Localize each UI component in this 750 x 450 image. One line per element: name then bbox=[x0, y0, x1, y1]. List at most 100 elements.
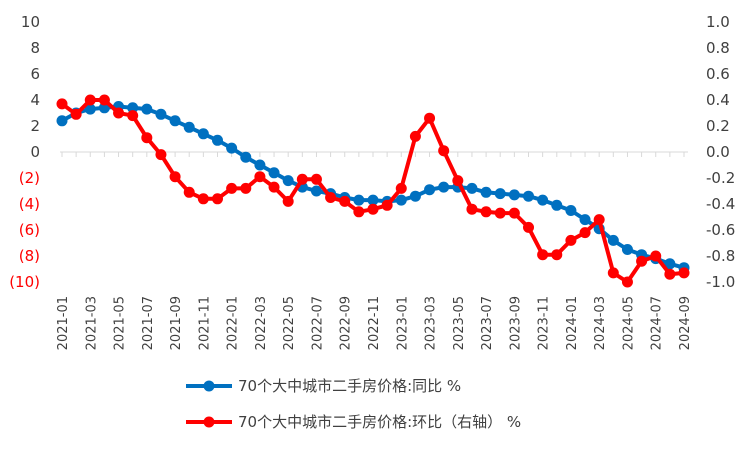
left-y-tick-label: (10) bbox=[9, 273, 40, 291]
x-tick-label: 2022-01 bbox=[226, 296, 241, 350]
series-point-yoy bbox=[310, 185, 322, 197]
left-y-axis: 10 8 6 4 2 0 (2) (4) (6) (8) (10) bbox=[9, 13, 40, 291]
series-point-yoy bbox=[183, 121, 195, 133]
series-point-yoy bbox=[141, 103, 153, 115]
series-point-yoy bbox=[169, 115, 181, 127]
series-point-yoy bbox=[197, 128, 209, 140]
right-y-tick-label: -0.8 bbox=[706, 247, 735, 265]
series-point-mom bbox=[395, 182, 407, 194]
legend: 70个大中城市二手房价格:同比 % 70个大中城市二手房价格:环比（右轴） % bbox=[186, 377, 521, 431]
series-point-yoy bbox=[212, 134, 223, 146]
series-point-mom bbox=[113, 107, 125, 119]
series-point-mom bbox=[494, 207, 506, 219]
series-layer bbox=[56, 94, 690, 288]
right-y-tick-label: -0.6 bbox=[706, 221, 735, 239]
right-y-tick-label: 0.8 bbox=[706, 39, 730, 57]
series-point-yoy bbox=[56, 115, 68, 127]
series-point-mom bbox=[381, 199, 393, 211]
x-tick-label: 2022-07 bbox=[310, 296, 325, 350]
series-point-mom bbox=[310, 173, 322, 185]
series-point-mom bbox=[254, 171, 266, 183]
x-tick-label: 2022-03 bbox=[254, 296, 269, 350]
right-y-tick-label: -1.0 bbox=[706, 273, 735, 291]
series-point-mom bbox=[480, 206, 492, 218]
x-tick-label: 2023-05 bbox=[452, 296, 467, 350]
series-point-mom bbox=[593, 214, 605, 226]
series-point-mom bbox=[155, 149, 167, 161]
series-point-mom bbox=[636, 255, 648, 267]
x-tick-label: 2021-03 bbox=[84, 296, 99, 350]
x-tick-label: 2024-05 bbox=[621, 296, 636, 350]
left-y-tick-label: 6 bbox=[30, 65, 40, 83]
series-point-yoy bbox=[409, 190, 421, 202]
series-point-mom bbox=[56, 98, 68, 110]
series-point-yoy bbox=[523, 190, 534, 202]
right-y-axis: 1.0 0.8 0.6 0.4 0.2 0.0 -0.2 -0.4 -0.6 -0.8 -1.0 bbox=[706, 13, 735, 291]
series-point-mom bbox=[212, 193, 223, 205]
x-tick-label: 2023-03 bbox=[424, 296, 439, 350]
series-point-mom bbox=[438, 145, 450, 157]
left-y-tick-label: 0 bbox=[30, 143, 40, 161]
series-point-mom bbox=[127, 110, 139, 122]
left-y-tick-label: (4) bbox=[19, 195, 40, 213]
series-point-mom bbox=[621, 276, 633, 288]
series-point-yoy bbox=[367, 194, 379, 206]
series-point-mom bbox=[169, 171, 181, 183]
right-y-tick-label: 0.4 bbox=[706, 91, 730, 109]
x-tick-label: 2024-09 bbox=[678, 296, 693, 350]
x-axis: 2021-01 2021-03 2021-05 2021-07 2021-09 2021-… bbox=[56, 152, 693, 350]
series-point-yoy bbox=[438, 181, 450, 193]
x-tick-label: 2023-07 bbox=[480, 296, 495, 350]
series-point-mom bbox=[240, 182, 252, 194]
series-point-mom bbox=[197, 193, 209, 205]
series-point-mom bbox=[565, 234, 577, 246]
left-y-tick-label: (8) bbox=[19, 247, 40, 265]
series-point-mom bbox=[551, 249, 563, 261]
x-tick-label: 2022-05 bbox=[282, 296, 297, 350]
series-point-mom bbox=[466, 203, 478, 215]
series-point-mom bbox=[452, 175, 464, 187]
series-point-mom bbox=[508, 207, 520, 219]
left-y-tick-label: (6) bbox=[19, 221, 40, 239]
right-y-tick-label: -0.2 bbox=[706, 169, 735, 187]
legend-label-mom: 70个大中城市二手房价格:环比（右轴） % bbox=[238, 413, 521, 431]
x-tick-label: 2021-01 bbox=[56, 296, 71, 350]
series-point-mom bbox=[409, 130, 421, 142]
series-point-mom bbox=[325, 192, 337, 203]
series-point-yoy bbox=[84, 103, 96, 115]
series-line-mom bbox=[60, 98, 685, 284]
series-point-yoy bbox=[226, 142, 238, 154]
series-point-mom bbox=[296, 173, 308, 185]
right-y-tick-label: 0.6 bbox=[706, 65, 730, 83]
right-y-tick-label: 0.0 bbox=[706, 143, 730, 161]
legend-entry-mom: 70个大中城市二手房价格:环比（右轴） % bbox=[186, 413, 521, 431]
series-point-yoy bbox=[621, 244, 633, 255]
series-point-yoy bbox=[127, 102, 139, 114]
right-y-tick-label: 1.0 bbox=[706, 13, 730, 31]
legend-entry-yoy: 70个大中城市二手房价格:同比 % bbox=[186, 377, 461, 395]
series-point-mom bbox=[339, 195, 351, 207]
right-y-tick-label: 0.2 bbox=[706, 117, 730, 135]
x-tick-label: 2023-01 bbox=[395, 296, 410, 350]
x-tick-label: 2021-09 bbox=[169, 296, 184, 350]
series-point-yoy bbox=[579, 214, 591, 226]
series-point-mom bbox=[226, 182, 238, 194]
left-y-tick-label: 10 bbox=[21, 13, 40, 31]
series-point-yoy bbox=[551, 199, 563, 211]
left-y-tick-label: 2 bbox=[30, 117, 40, 135]
x-tick-label: 2021-11 bbox=[197, 296, 212, 350]
series-point-yoy bbox=[240, 151, 252, 163]
x-tick-label: 2022-11 bbox=[367, 296, 382, 350]
series-point-mom bbox=[268, 181, 280, 193]
series-point-yoy bbox=[254, 159, 266, 171]
left-y-tick-label: 4 bbox=[30, 91, 40, 109]
series-line-yoy bbox=[61, 104, 685, 270]
x-tick-label: 2023-09 bbox=[508, 296, 523, 350]
series-point-mom bbox=[424, 112, 436, 124]
legend-label-yoy: 70个大中城市二手房价格:同比 % bbox=[238, 377, 461, 395]
x-tick-label: 2021-05 bbox=[113, 296, 128, 350]
series-point-yoy bbox=[282, 175, 294, 187]
left-y-tick-label: (2) bbox=[19, 169, 40, 187]
x-tick-label: 2021-07 bbox=[141, 296, 156, 350]
